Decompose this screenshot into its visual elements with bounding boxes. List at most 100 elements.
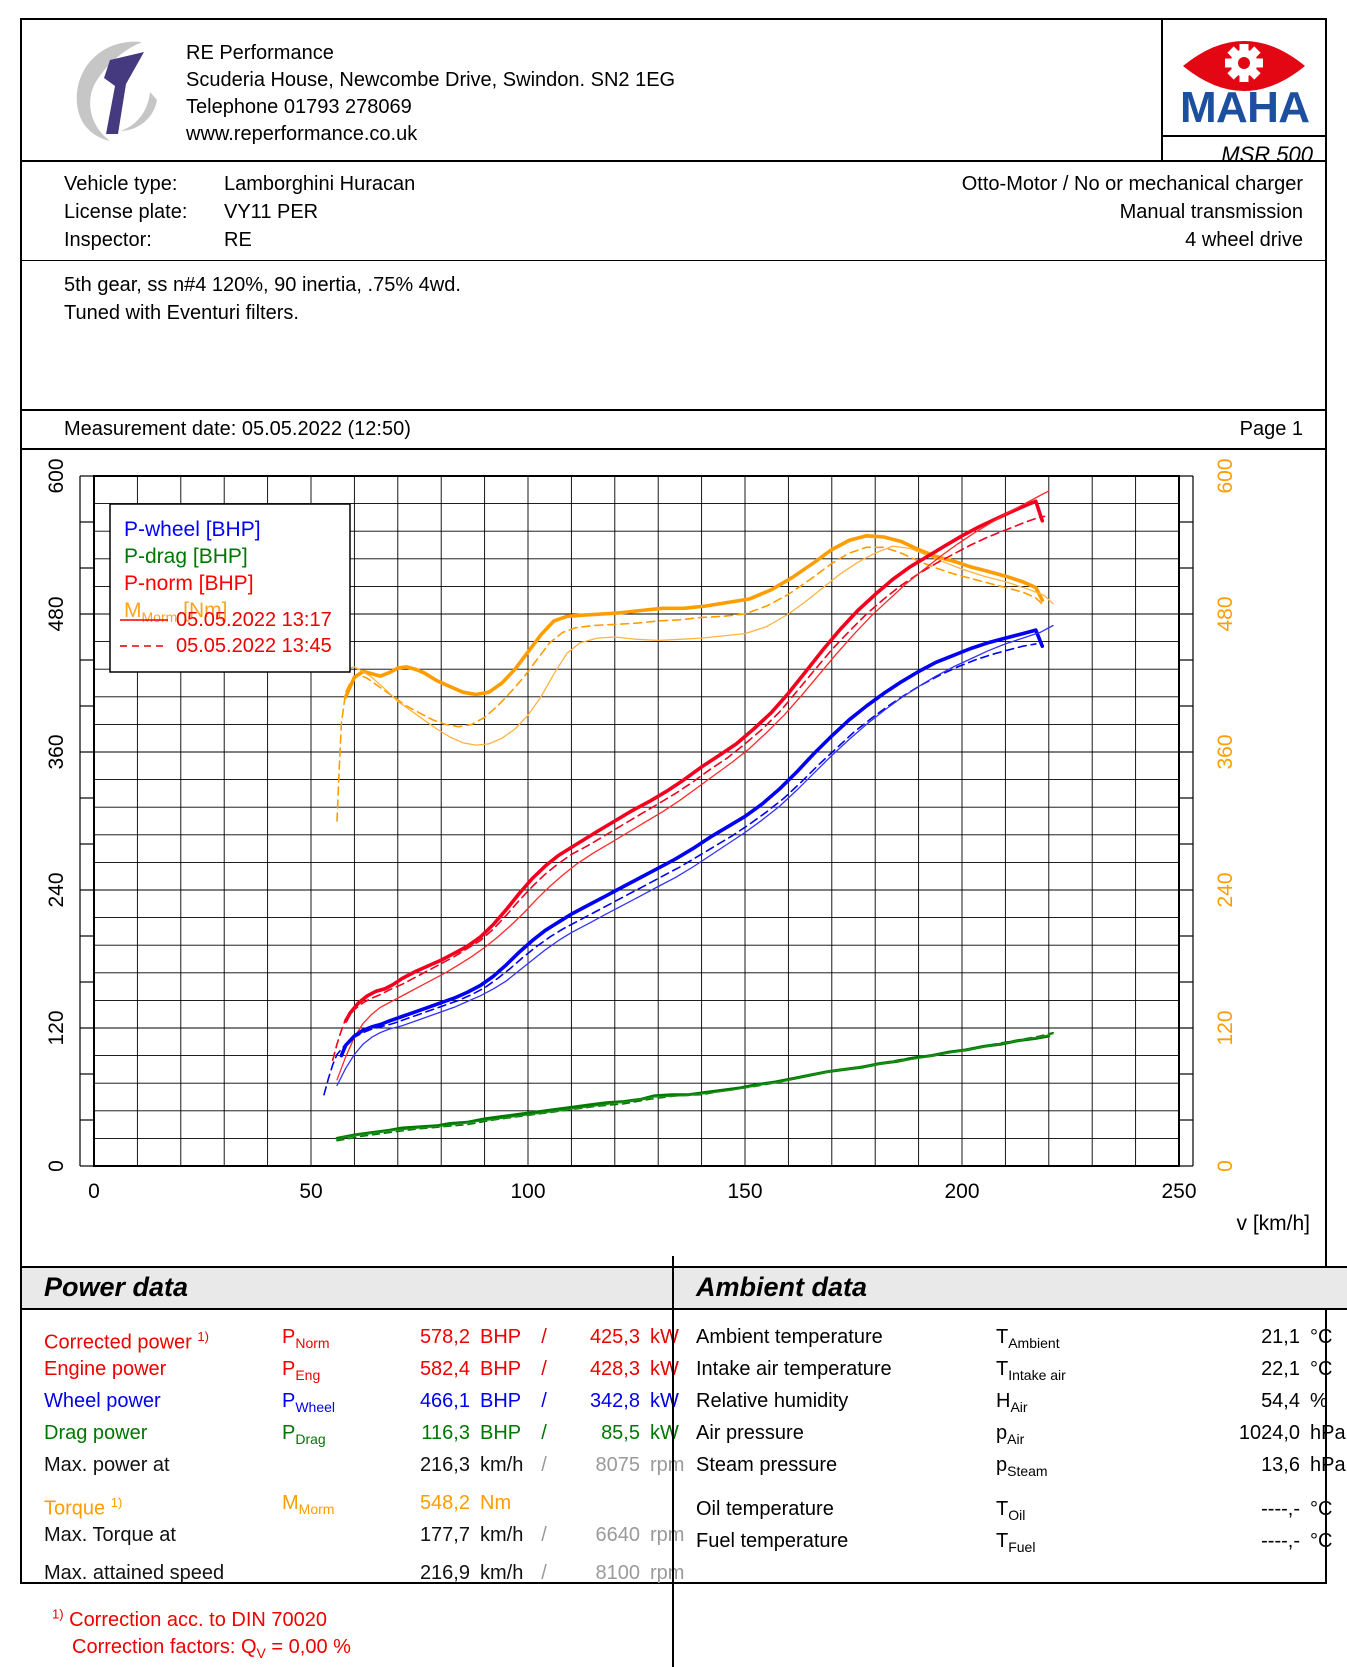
company-phone: Telephone 01793 278069 [186,96,412,118]
power-row-value1: 578,2 [419,1326,470,1348]
report-page: RE Performance Scuderia House, Newcombe … [20,18,1347,1667]
ambient-data-column: Ambient data Ambient temperature TAmbient… [672,1256,1347,1667]
device-brand-cell: MAHA MSR 500 [1161,20,1325,167]
power-row: Max. attained speed 216,9 km/h / 8100 rpm [44,1560,684,1586]
ambient-row-value: 13,6 [1261,1454,1300,1476]
re-logo-icon [76,41,157,142]
power-row-label: Torque 1) [44,1495,123,1520]
footnote-din: 1) Correction acc. to DIN 70020 [52,1606,328,1631]
x-axis-tick: 0 [88,1180,100,1203]
ambient-row-value: 22,1 [1261,1358,1300,1380]
run-notes: 5th gear, ss n#4 120%, 90 inertia, .75% … [22,261,1325,409]
power-row-slash: / [541,1326,547,1348]
ambient-row-value: 54,4 [1261,1390,1300,1412]
power-row-symbol: PEng [282,1358,321,1383]
power-row-slash: / [541,1358,547,1380]
ambient-row-unit: °C [1310,1530,1333,1552]
ambient-row-unit: °C [1310,1498,1333,1520]
power-row-value1: 216,3 [419,1454,470,1476]
power-row-unit1: km/h [480,1454,524,1476]
inspector-label: Inspector: [64,229,152,251]
maha-logo: MAHA [1175,20,1313,135]
y-axis-tick-right: 120 [1214,1010,1237,1045]
ambient-row-symbol: pAir [996,1422,1025,1447]
power-row: Corrected power 1) PNorm 578,2 BHP / 425,3 kW [44,1324,679,1356]
note-line: Tuned with Eventuri filters. [64,302,299,324]
power-row-slash: / [541,1422,547,1444]
engine-config: Otto-Motor / No or mechanical charger Ma… [962,170,1303,254]
series-pwheel-1317 [339,628,1045,1058]
dyno-chart-svg: 0 0 120 120 240 240 360 360 480 480 600 600 0 50 100 15… [45,458,1310,1235]
power-row-unit2: rpm [650,1454,685,1476]
series-pwheel-1345 [323,643,1037,1096]
y-axis-tick-left: 120 [45,1010,68,1045]
power-row-value2: 428,3 [589,1358,640,1380]
power-row-symbol [282,1452,384,1478]
series-pdrag-1250 [340,1033,1054,1138]
page-number: Page 1 [1239,418,1303,440]
vehicle-row: Vehicle type: Lamborghini Huracan [64,170,415,198]
power-row-slash: / [541,1524,547,1546]
power-row-symbol [282,1522,384,1548]
power-row-unit1: BHP [480,1422,522,1444]
ambient-row-unit: °C [1310,1358,1333,1380]
power-row-value2: 6640 [595,1524,641,1546]
y-axis-tick-left: 360 [45,734,68,769]
power-row-unit2: kW [650,1422,679,1444]
series-pwheel-1250 [336,624,1054,1087]
ambient-data-title: Ambient data [674,1266,1347,1310]
power-row-symbol: MMorm [282,1492,335,1517]
power-row-value1: 582,4 [419,1358,470,1380]
footnote-factors: Correction factors: QV = 0,00 % [72,1635,351,1661]
power-row-unit2: rpm [650,1524,685,1546]
ambient-row: Intake air temperature TIntake air 22,1 °C [696,1356,1347,1388]
ambient-row-value: ----,- [1261,1530,1300,1552]
engine-type: Otto-Motor / No or mechanical charger [961,173,1303,195]
x-axis-tick: 150 [727,1180,762,1203]
power-row-label: Corrected power 1) [44,1329,209,1354]
vehicle-info: Vehicle type: Lamborghini Huracan Licens… [22,162,1325,261]
legend-entry: MMorm [Nm] [124,599,227,625]
company-name: RE Performance [186,42,334,64]
power-row-value1: 466,1 [419,1390,470,1412]
power-data-rows: Corrected power 1) PNorm 578,2 BHP/425,3 kW E… [22,1310,684,1586]
power-row-label: Max. attained speed [44,1562,225,1584]
vehicle-row: License plate: VY11 PER [64,198,415,226]
drive-type: 4 wheel drive [1185,229,1303,251]
power-row-value2: 342,8 [589,1390,640,1412]
legend-entry: P-drag [BHP] [124,545,248,568]
y-axis-tick-left: 600 [45,458,68,493]
series-torque-1317 [343,534,1045,699]
y-axis-tick-left: 480 [45,596,68,631]
vehicle-table: Vehicle type: Lamborghini Huracan Licens… [64,170,415,254]
x-axis-tick: 250 [1161,1180,1196,1203]
power-row-unit1: BHP [480,1358,522,1380]
ambient-row-symbol: TOil [996,1498,1026,1523]
power-row-slash: / [541,1390,547,1412]
company-address: Scuderia House, Newcombe Drive, Swindon.… [186,69,676,91]
note-line: 5th gear, ss n#4 120%, 90 inertia, .75% … [64,274,461,296]
ambient-row-symbol: TFuel [996,1530,1036,1555]
power-row-value1: 177,7 [419,1524,470,1546]
ambient-row-label: Steam pressure [696,1454,838,1476]
device-model: MSR 500 [1163,135,1325,168]
ambient-row-label: Air pressure [696,1422,804,1444]
power-row: Torque 1) MMorm 548,2 Nm [44,1490,672,1522]
ambient-row: Oil temperature TOil ----,- °C [696,1496,1347,1528]
x-axis-tick: 200 [944,1180,979,1203]
x-axis-label: v [km/h] [1236,1212,1310,1235]
power-row-slash [532,1490,556,1522]
ambient-row: Fuel temperature TFuel ----,- °C [696,1528,1347,1560]
measurement-date: Measurement date: 05.05.2022 (12:50) [64,418,411,440]
power-row: Wheel power PWheel 466,1 BHP / 342,8 kW [44,1388,679,1420]
company-info: RE Performance Scuderia House, Newcombe … [186,20,675,160]
series-torque-1250 [345,545,1054,746]
ambient-row-value: 1024,0 [1238,1422,1300,1444]
power-row-value2: 425,3 [589,1326,640,1348]
ambient-row-symbol: pSteam [996,1454,1048,1479]
power-row-unit1: km/h [480,1562,524,1584]
y-axis-tick-right: 240 [1214,872,1237,907]
power-row-unit2: kW [650,1326,679,1348]
power-row: Max. power at 216,3 km/h / 8075 rpm [44,1452,684,1478]
dyno-chart: 0 0 120 120 240 240 360 360 480 480 600 600 0 50 100 15… [22,450,1325,1256]
